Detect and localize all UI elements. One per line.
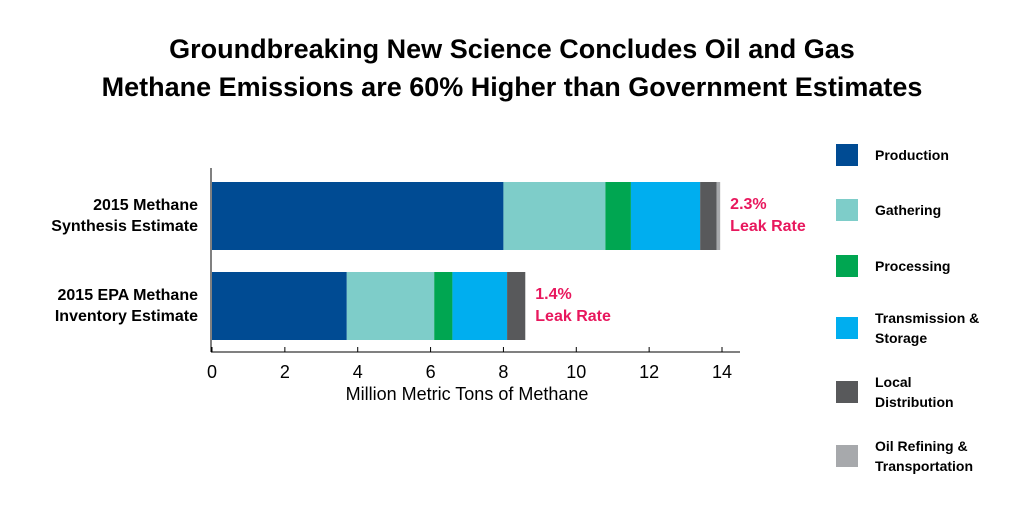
y-tick-label: 2015 Methane Synthesis Estimate (51, 197, 198, 235)
legend-label: Transmission & Storage (875, 310, 980, 346)
legend-swatch (836, 381, 858, 403)
bar-segment (630, 182, 701, 250)
legend-label: Processing (875, 258, 951, 274)
annotation: 1.4% (535, 286, 572, 303)
legend-label: Local Distribution (875, 374, 954, 410)
legend-swatch (836, 445, 858, 467)
legend-label: Production (875, 147, 949, 163)
x-axis-label: Million Metric Tons of Methane (346, 384, 589, 404)
legend-swatch (836, 144, 858, 166)
bar-segment (212, 182, 504, 250)
bar-segment (716, 182, 721, 250)
x-tick-label: 0 (207, 362, 217, 382)
legend-label: Gathering (875, 202, 942, 218)
x-tick-label: 12 (639, 362, 659, 382)
legend-swatch (836, 317, 858, 339)
bar-segment (452, 272, 508, 340)
annotation: Leak Rate (730, 218, 806, 235)
legend-swatch (836, 255, 858, 277)
bar-segment (503, 182, 606, 250)
x-tick-label: 8 (498, 362, 508, 382)
chart-title: Groundbreaking New Science Concludes Oil… (169, 34, 855, 64)
annotation: Leak Rate (535, 308, 611, 325)
bar-segment (507, 272, 526, 340)
y-tick-label: 2015 EPA Methane Inventory Estimate (54, 287, 198, 325)
x-tick-label: 6 (426, 362, 436, 382)
x-tick-label: 14 (712, 362, 732, 382)
legend-swatch (836, 199, 858, 221)
legend-label: Oil Refining & Transportation (875, 438, 974, 474)
bar-segment (605, 182, 631, 250)
bar-segment (346, 272, 435, 340)
bar-segment (434, 272, 453, 340)
x-tick-label: 4 (353, 362, 363, 382)
bar-segment (212, 272, 347, 340)
annotation: 2.3% (730, 196, 767, 213)
x-tick-label: 2 (280, 362, 290, 382)
bar-segment (700, 182, 717, 250)
x-tick-label: 10 (566, 362, 586, 382)
chart-title: Methane Emissions are 60% Higher than Go… (101, 72, 923, 102)
